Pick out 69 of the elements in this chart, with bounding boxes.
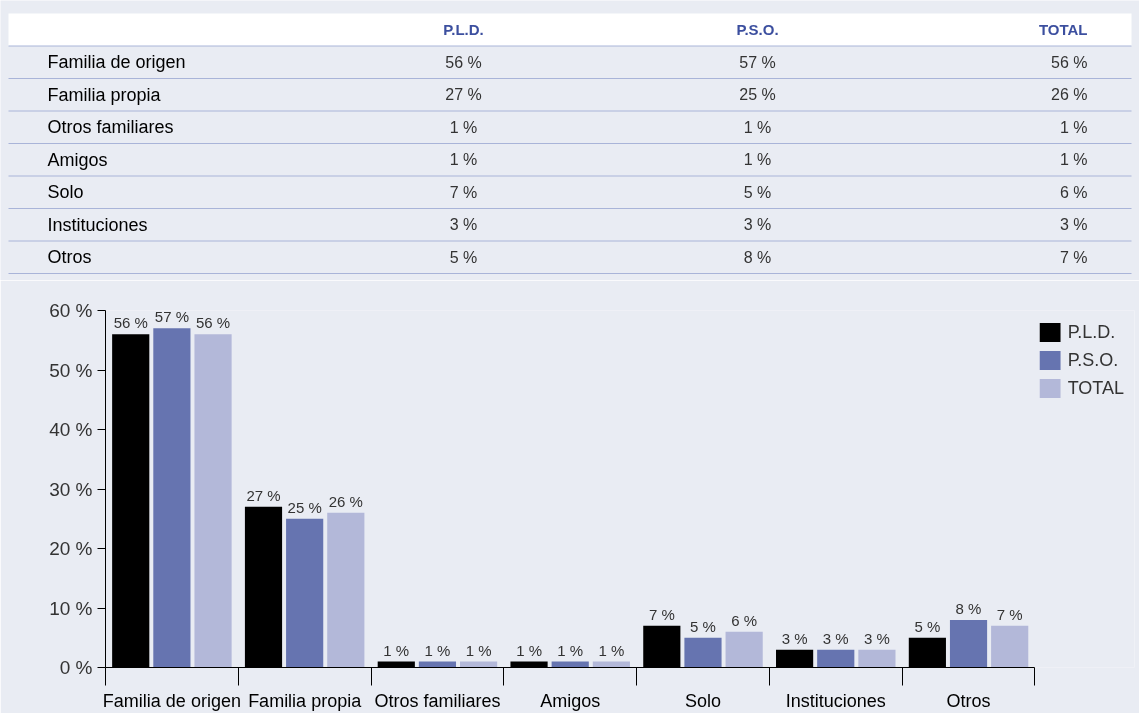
- text: 26 %: [1051, 86, 1088, 104]
- x-tick-label: Familia de origen: [102, 690, 241, 711]
- data-label: 1 %: [424, 641, 451, 659]
- x-tick-label: Solo: [684, 690, 721, 711]
- text: 3 %: [449, 216, 478, 234]
- x-tick-label: Familia propia: [248, 690, 363, 711]
- data-label: 3 %: [781, 629, 808, 647]
- data-label: 1 %: [516, 641, 542, 659]
- text: P.L.D.: [443, 21, 484, 39]
- x-tick-label: Otros familiares: [374, 690, 501, 711]
- data-label: 1 %: [383, 641, 410, 659]
- data-label: 25 %: [287, 498, 322, 516]
- category-label: Familia de origen: [47, 52, 186, 73]
- text: 7 %: [449, 183, 478, 201]
- y-tick-label: 40 %: [49, 419, 93, 440]
- text: 7 %: [1059, 248, 1088, 266]
- data-label: 5 %: [690, 617, 716, 635]
- data-label: 1 %: [557, 641, 584, 659]
- data-label: 1 %: [598, 641, 625, 659]
- text: 3 %: [1059, 216, 1088, 234]
- text: 5 %: [449, 248, 478, 266]
- data-label: 7 %: [648, 605, 675, 623]
- legend-label: P.S.O.: [1067, 349, 1119, 371]
- x-tick-label: Amigos: [540, 690, 601, 711]
- category-label: Otros familiares: [47, 117, 174, 138]
- text: 56 %: [445, 53, 482, 71]
- y-tick-label: 20 %: [49, 538, 93, 559]
- legend-label: P.L.D.: [1067, 321, 1116, 343]
- data-label: 56 %: [113, 314, 148, 332]
- data-label: 7 %: [996, 605, 1023, 623]
- text: 5 %: [743, 183, 772, 201]
- text: P.S.O.: [736, 21, 779, 39]
- y-tick-label: 60 %: [49, 300, 93, 321]
- category-label: Amigos: [47, 149, 108, 170]
- data-label: 1 %: [465, 641, 492, 659]
- legend-label: TOTAL: [1067, 377, 1124, 399]
- text: 27 %: [445, 86, 482, 104]
- text: 1 %: [449, 118, 478, 136]
- text: TOTAL: [1038, 21, 1088, 39]
- text: 1 %: [1059, 151, 1088, 169]
- data-label: 8 %: [955, 599, 982, 617]
- data-label: 6 %: [731, 611, 758, 629]
- category-label: Familia propia: [47, 84, 161, 105]
- text: 25 %: [739, 86, 776, 104]
- text: 3 %: [743, 216, 772, 234]
- y-tick-label: 30 %: [49, 478, 93, 500]
- x-tick-label: Otros: [946, 690, 991, 711]
- category-label: Solo: [47, 182, 84, 203]
- text: 1 %: [1059, 118, 1088, 136]
- y-tick-label: 10 %: [49, 597, 93, 619]
- text: 6 %: [1059, 183, 1088, 201]
- text: 56 %: [1051, 53, 1088, 71]
- text: 1 %: [449, 151, 478, 169]
- x-tick-label: Instituciones: [785, 690, 886, 711]
- data-label: 3 %: [863, 629, 890, 647]
- text: 57 %: [739, 53, 776, 71]
- data-label: 57 %: [154, 308, 189, 326]
- data-label: 3 %: [822, 629, 849, 647]
- y-tick-label: 0 %: [59, 657, 93, 678]
- y-tick-label: 50 %: [49, 359, 93, 381]
- data-label: 27 %: [246, 486, 281, 504]
- text: 1 %: [743, 118, 772, 136]
- text: 8 %: [743, 248, 772, 266]
- data-label: 56 %: [195, 314, 231, 332]
- data-label: 26 %: [328, 492, 363, 510]
- category-label: Instituciones: [47, 214, 148, 235]
- text: 1 %: [743, 151, 772, 169]
- data-label: 5 %: [914, 617, 941, 635]
- category-label: Otros: [47, 247, 92, 268]
